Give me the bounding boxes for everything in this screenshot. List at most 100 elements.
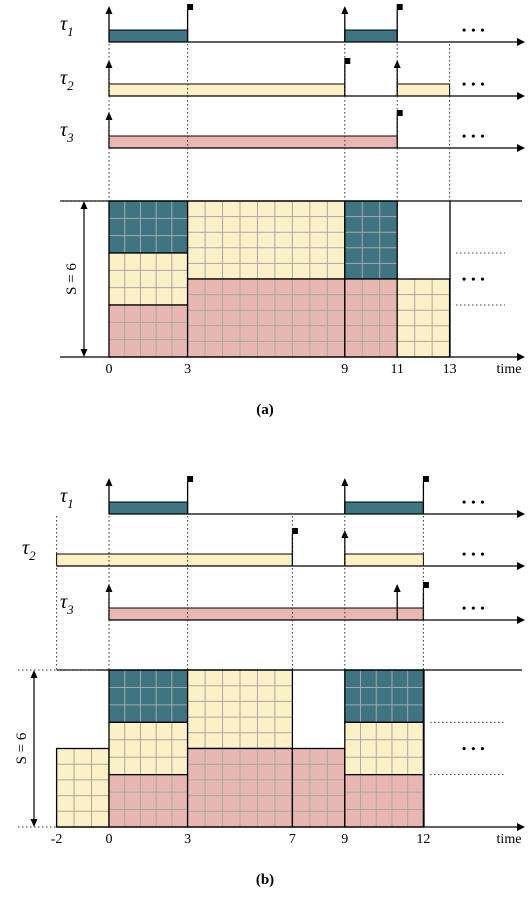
time-tick-label: 12	[416, 832, 430, 847]
task-bar	[108, 83, 346, 97]
schedule-ellipsis: • • •	[462, 272, 486, 286]
arrival-arrowhead	[393, 584, 401, 592]
task-row-1: τ1 • • •	[60, 4, 525, 46]
timeline-arrowhead	[517, 616, 525, 624]
continuation-ellipsis: • • •	[462, 547, 486, 561]
timeline-arrowhead	[517, 144, 525, 152]
capacity-label: S = 6	[14, 732, 30, 764]
time-tick-label: 9	[341, 832, 348, 847]
arrival-arrowhead	[341, 6, 349, 14]
panel-caption: (a)	[256, 402, 274, 418]
arrival-arrowhead	[341, 530, 349, 538]
time-tick-label: 3	[184, 832, 191, 847]
task-label: τ3	[60, 591, 74, 617]
arrival-arrowhead	[105, 478, 113, 486]
deadline-square	[187, 476, 194, 482]
capacity-arrowhead-bottom	[30, 819, 38, 827]
task-bar	[108, 135, 398, 149]
task-label-subscript: 3	[66, 130, 74, 145]
schedule-block	[109, 253, 188, 305]
time-tick-label: 9	[341, 362, 348, 377]
task-row-2: τ2 • • •	[60, 58, 525, 100]
deadline-square	[344, 58, 351, 64]
continuation-ellipsis: • • •	[462, 601, 486, 615]
schedule-block	[344, 279, 398, 357]
capacity-arrowhead-bottom	[80, 349, 88, 357]
schedule-block	[344, 722, 424, 775]
time-tick-label: 3	[184, 362, 191, 377]
task-bar	[344, 501, 424, 515]
task-label: τ2	[22, 537, 36, 563]
continuation-ellipsis: • • •	[462, 129, 486, 143]
task-label-symbol: τ	[60, 67, 68, 89]
task-bar	[108, 501, 189, 515]
time-tick-label: -2	[51, 832, 63, 847]
schedule-block	[397, 279, 450, 357]
task-label-subscript: 1	[67, 24, 74, 39]
time-axis-arrowhead	[517, 353, 525, 361]
schedule-block	[187, 279, 345, 357]
task-label-subscript: 2	[29, 548, 36, 563]
time-tick-label: 0	[106, 832, 113, 847]
time-tick-label: 11	[390, 362, 403, 377]
time-axis-arrowhead	[517, 823, 525, 831]
schedule-block	[109, 201, 188, 253]
schedule-block	[56, 748, 109, 827]
task-label: τ3	[60, 119, 74, 145]
capacity-arrowhead-top	[80, 201, 88, 209]
task-row-3: τ3 • • •	[60, 110, 525, 152]
schedule-block	[292, 748, 345, 827]
schedule-block	[109, 670, 188, 723]
deadline-square	[396, 110, 403, 116]
task-label-symbol: τ	[60, 13, 68, 35]
task-label: τ1	[60, 13, 74, 39]
task-row-1: τ1 • • •	[60, 476, 525, 518]
task-bar	[56, 553, 293, 567]
task-label-symbol: τ	[60, 485, 68, 507]
schedule-block	[344, 774, 424, 827]
continuation-ellipsis: • • •	[462, 77, 486, 91]
deadline-square	[422, 582, 429, 588]
schedule-block	[187, 201, 345, 279]
schedule-block	[344, 670, 424, 723]
time-axis-label: time	[497, 362, 522, 377]
timeline-arrowhead	[517, 510, 525, 518]
time-tick-label: 13	[443, 362, 457, 377]
continuation-ellipsis: • • •	[462, 495, 486, 509]
panel-a: τ1 • • •τ2 • • •τ3 • • •• • •S = 60 3 9 11 13 ti…	[60, 4, 525, 418]
task-label-symbol: τ	[60, 591, 68, 613]
schedule-block	[344, 201, 398, 279]
time-axis-label: time	[497, 832, 522, 847]
timeline-arrowhead	[517, 562, 525, 570]
timeline-arrowhead	[517, 92, 525, 100]
task-row-2: τ2 • • •	[22, 528, 525, 570]
task-bar	[344, 29, 398, 43]
arrival-arrowhead	[105, 6, 113, 14]
task-bar	[396, 83, 451, 97]
schedule-block	[109, 722, 188, 775]
task-label-subscript: 3	[66, 602, 74, 617]
task-label-subscript: 1	[67, 496, 74, 511]
task-label-symbol: τ	[22, 537, 30, 559]
arrival-arrowhead	[341, 478, 349, 486]
schedule-ellipsis: • • •	[462, 742, 486, 756]
schedule-block	[109, 305, 188, 357]
task-label: τ2	[60, 67, 74, 93]
task-label-symbol: τ	[60, 119, 68, 141]
schedule-block	[109, 774, 188, 827]
capacity-arrowhead-top	[30, 670, 38, 678]
deadline-square	[422, 476, 429, 482]
panel-b: τ1 • • •τ2 • • •τ3 • • •• • •S = 6-2 0 3 7 9 12 t…	[14, 476, 525, 888]
resource-schedule: • • • S = 6 -2 0 3 7 9 12 time	[14, 516, 525, 847]
resource-schedule: • • • S = 6 0 3 9 11 13 time	[60, 44, 525, 377]
task-bar	[108, 607, 424, 621]
task-label: τ1	[60, 485, 74, 511]
time-tick-label: 7	[289, 832, 296, 847]
time-tick-label: 0	[106, 362, 113, 377]
task-bar	[344, 553, 424, 567]
deadline-square	[291, 528, 298, 534]
panel-caption: (b)	[256, 872, 274, 888]
deadline-square	[187, 4, 194, 10]
